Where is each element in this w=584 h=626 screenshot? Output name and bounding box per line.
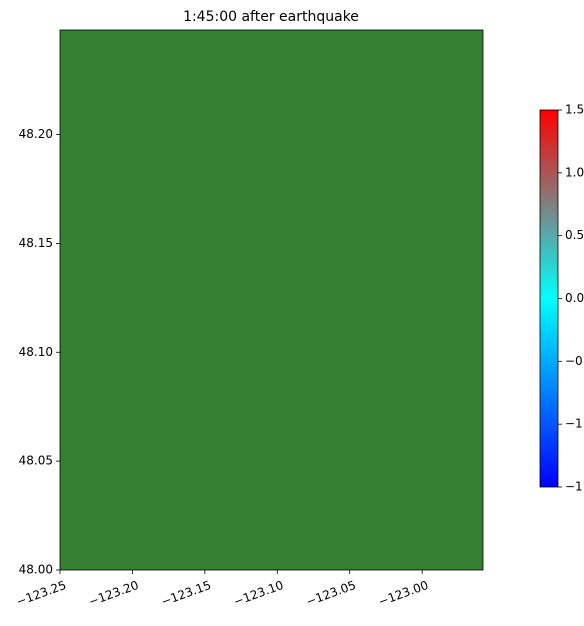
y-tick-label: 48.05: [19, 454, 53, 468]
colorbar-tick-label: 0.5: [565, 228, 584, 242]
land-fill: [60, 30, 483, 570]
y-tick-label: 48.20: [19, 127, 53, 141]
y-tick-label: 48.15: [19, 236, 53, 250]
colorbar-tick-label: −0.5: [565, 354, 584, 368]
colorbar-tick-label: 1.5: [565, 103, 584, 117]
y-tick-label: 48.00: [19, 563, 53, 577]
y-tick-label: 48.10: [19, 345, 53, 359]
x-tick-label: −123.10: [232, 578, 286, 609]
plot-frame: [59, 29, 484, 571]
x-tick-label: −123.00: [376, 578, 430, 609]
chart-title: 1:45:00 after earthquake: [183, 9, 359, 25]
x-tick-label: −123.15: [159, 578, 213, 609]
colorbar-tick-label: 0.0: [565, 291, 584, 305]
x-tick-label: −123.05: [304, 578, 358, 609]
colorbar: [539, 109, 559, 488]
x-tick-label: −123.25: [14, 578, 68, 609]
colorbar-tick-label: −1.5: [565, 480, 584, 494]
colorbar-tick-label: 1.0: [565, 165, 584, 179]
colorbar-tick-label: −1.0: [565, 417, 584, 431]
x-tick-label: −123.20: [87, 578, 141, 609]
